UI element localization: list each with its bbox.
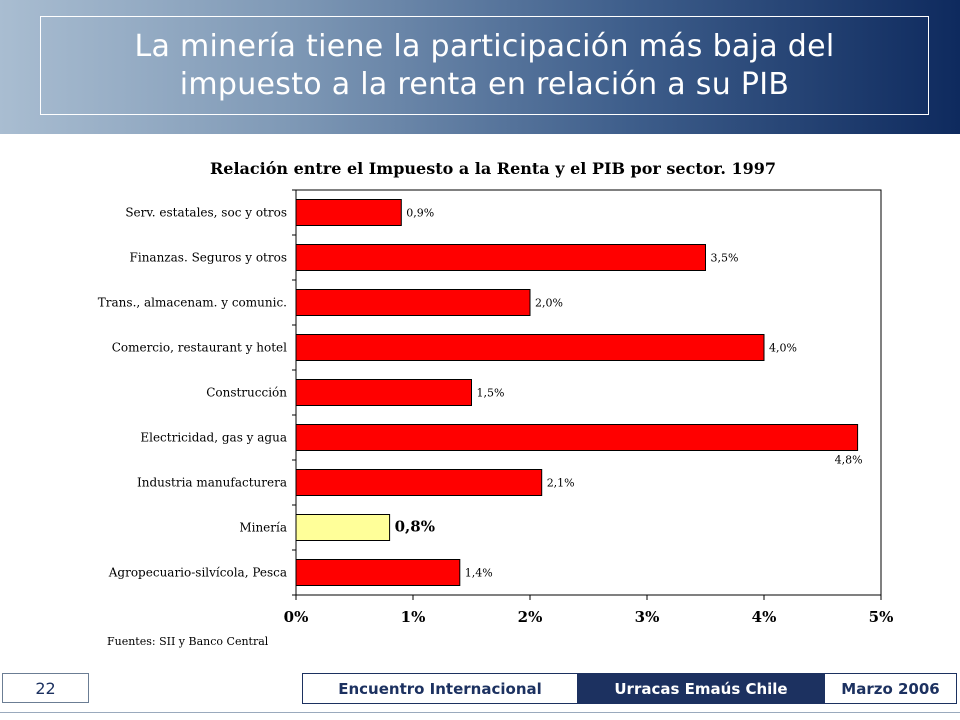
category-label: Serv. estatales, soc y otros [125,206,287,220]
data-label: 2,0% [535,297,563,310]
footer-bar: Encuentro Internacional Urracas Emaús Ch… [302,673,957,704]
bar-8 [295,559,461,586]
chart-source: Fuentes: SII y Banco Central [107,635,269,648]
data-label: 0,8% [395,518,435,536]
bar-0 [295,199,402,226]
bar-1 [295,244,706,271]
data-label: 0,9% [406,207,434,220]
bars-layer: 0,9% 3,5% 2,0% 4,0% 1,5% 4,8% 2,1% 0,8% 1,4% [295,199,863,586]
bar-7 [295,514,391,541]
data-label: 1,4% [465,567,493,580]
data-label: 3,5% [711,252,739,265]
data-label: 4,8% [835,454,863,467]
footer-divider [0,712,960,713]
bar-2 [295,289,531,316]
category-label: Finanzas. Seguros y otros [130,251,287,265]
chart-title: Relación entre el Impuesto a la Renta y … [210,159,776,178]
category-label: Electricidad, gas y agua [140,431,287,445]
axis-layer: Serv. estatales, soc y otros Finanzas. Se… [98,189,894,626]
category-label: Minería [239,521,287,535]
data-label: 2,1% [547,477,575,490]
footer-event: Encuentro Internacional [303,674,577,703]
category-label: Trans., almacenam. y comunic. [98,296,287,310]
data-label: 1,5% [477,387,505,400]
category-label: Agropecuario-silvícola, Pesca [108,566,287,580]
bar-6 [295,469,543,496]
x-tick-label: 1% [401,608,426,626]
slide-header: La minería tiene la participación más ba… [0,0,960,134]
category-label: Construcción [206,386,287,400]
x-tick-label: 2% [518,608,543,626]
x-tick-label: 0% [284,608,309,626]
bar-4 [295,379,472,406]
slide-footer: 22 Encuentro Internacional Urracas Emaús… [0,670,960,720]
title-frame: La minería tiene la participación más ba… [40,16,929,115]
slide-title: La minería tiene la participación más ba… [134,28,835,102]
bar-chart: Relación entre el Impuesto a la Renta y … [98,159,894,648]
chart-area: Relación entre el Impuesto a la Renta y … [0,134,960,664]
bar-3 [295,334,765,361]
footer-organization: Urracas Emaús Chile [577,674,825,703]
bar-5 [295,424,859,451]
footer-date: Marzo 2006 [825,674,956,703]
data-label: 4,0% [769,342,797,355]
x-tick-label: 4% [752,608,777,626]
x-tick-label: 3% [635,608,660,626]
page-number: 22 [2,673,89,703]
category-label: Comercio, restaurant y hotel [112,341,287,355]
x-tick-label: 5% [869,608,894,626]
category-label: Industria manufacturera [137,476,287,490]
